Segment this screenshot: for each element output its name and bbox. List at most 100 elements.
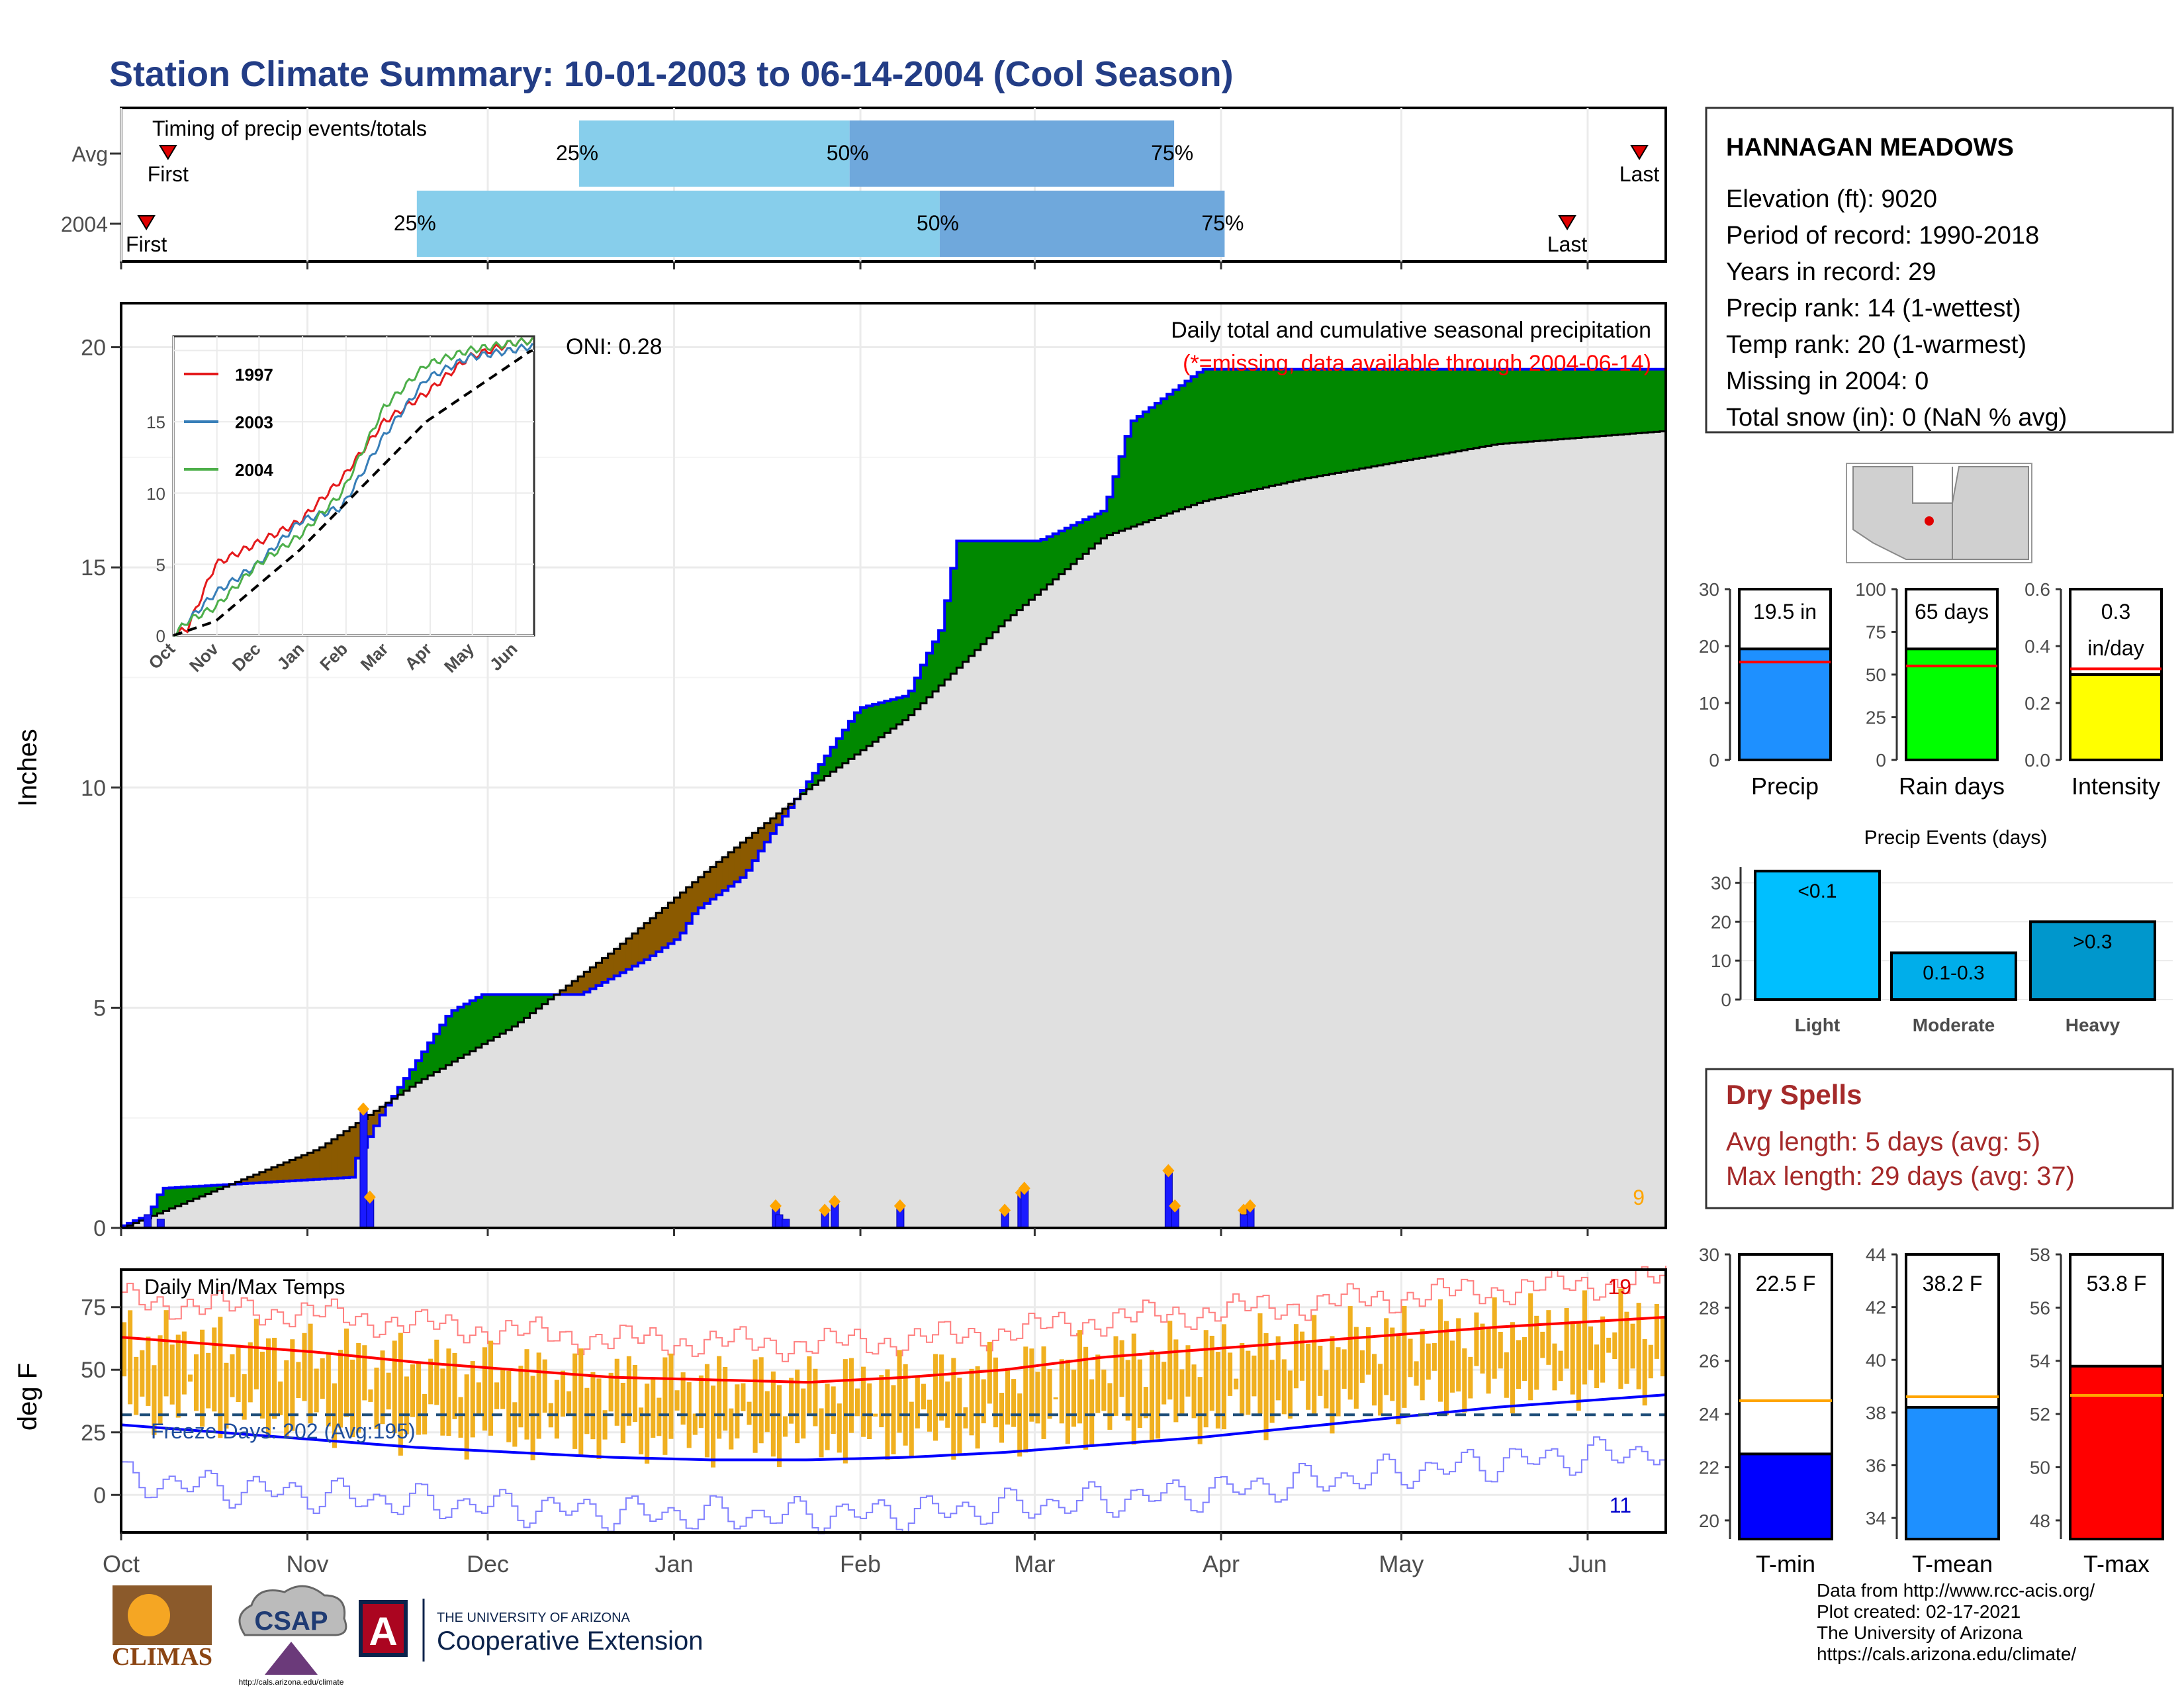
csap-logo-url: http://cals.arizona.edu/climate <box>239 1677 344 1687</box>
temp-summary-tick-label: 52 <box>2030 1404 2050 1425</box>
summary-bar-0 <box>1738 647 1832 761</box>
daily-temp-bar <box>1534 1315 1539 1390</box>
daily-temp-bar <box>1251 1355 1257 1397</box>
below-normal-segment <box>776 813 783 825</box>
temp-summary-tick-label: 22 <box>1699 1457 1719 1477</box>
above-normal-segment <box>1287 369 1294 483</box>
below-normal-segment <box>596 962 603 986</box>
above-normal-segment <box>1347 369 1354 471</box>
daily-temp-bar <box>1221 1324 1227 1430</box>
daily-temp-bar <box>1113 1336 1118 1416</box>
above-normal-segment <box>1089 516 1096 549</box>
above-normal-segment <box>181 1187 188 1204</box>
above-normal-segment <box>998 541 1005 627</box>
summary-value-label: 65 days <box>1915 600 1989 624</box>
daily-temp-bar <box>1654 1303 1659 1359</box>
timing-row-label: Avg <box>71 142 108 166</box>
daily-temp-bar <box>873 1413 878 1417</box>
month-tick-label: Feb <box>840 1550 881 1577</box>
timing-p50-label: 50% <box>827 141 869 165</box>
daily-temp-bar <box>1107 1383 1113 1430</box>
above-normal-segment <box>1359 369 1366 469</box>
daily-temp-bar <box>1432 1342 1437 1371</box>
above-normal-segment <box>1281 369 1288 484</box>
daily-temp-bar <box>789 1378 794 1424</box>
above-normal-segment <box>175 1187 182 1207</box>
above-normal-segment <box>1076 522 1083 559</box>
daily-temp-bar <box>711 1385 716 1468</box>
daily-temp-bar <box>482 1347 487 1431</box>
daily-temp-bar <box>314 1368 319 1413</box>
daily-temp-bar <box>596 1378 602 1460</box>
above-normal-segment <box>824 755 831 776</box>
daily-temp-bar <box>1318 1345 1323 1396</box>
missing-data-note: (*=missing, data available through 2004-… <box>1183 351 1651 376</box>
summary-value-label: 0.3 <box>2101 600 2130 624</box>
temp-summary-tick-label: 26 <box>1699 1351 1719 1372</box>
daily-temp-bar <box>735 1384 740 1438</box>
station-location-dot <box>1925 516 1934 526</box>
below-normal-segment <box>241 1179 248 1184</box>
daily-temp-bar <box>645 1383 650 1464</box>
daily-temp-bar <box>542 1359 547 1413</box>
inset-y-tick-label: 5 <box>156 555 165 575</box>
daily-temp-bar <box>921 1383 926 1410</box>
daily-temp-bar <box>122 1322 127 1377</box>
below-normal-segment <box>710 867 717 900</box>
daily-temp-bar <box>819 1408 824 1458</box>
temp-summary-tick-label: 58 <box>2030 1244 2050 1265</box>
daily-temp-bar <box>608 1372 614 1412</box>
above-normal-segment <box>163 1188 170 1211</box>
above-normal-segment <box>842 729 849 763</box>
daily-temp-bar <box>1191 1364 1197 1419</box>
below-normal-segment <box>301 1155 308 1180</box>
above-normal-segment <box>1539 369 1547 441</box>
daily-temp-bar <box>723 1367 728 1431</box>
event-bar-text: <0.1 <box>1797 880 1837 902</box>
below-normal-segment <box>295 1157 302 1181</box>
above-normal-segment <box>1275 369 1282 485</box>
daily-temp-bar <box>747 1401 752 1425</box>
daily-temp-bar <box>1371 1354 1377 1406</box>
events-tick-label: 0 <box>1721 990 1731 1010</box>
footer-line: Data from http://www.rcc-acis.org/ <box>1817 1580 2095 1601</box>
heavy-event-marker <box>1169 1199 1181 1213</box>
above-normal-segment <box>481 994 488 1045</box>
above-normal-segment <box>1401 369 1408 461</box>
daily-temp-bar <box>1179 1369 1185 1415</box>
daily-temp-bar <box>651 1378 656 1438</box>
above-normal-segment <box>1011 541 1017 616</box>
temp-panel-title: Daily Min/Max Temps <box>144 1275 345 1299</box>
daily-temp-bar <box>272 1337 277 1419</box>
above-normal-segment <box>1479 369 1486 447</box>
inset-series-2004 <box>173 336 534 637</box>
temp-summary-tick-label: 42 <box>1866 1297 1886 1318</box>
daily-temp-bar <box>1618 1288 1623 1389</box>
above-normal-segment <box>1522 369 1528 442</box>
daily-temp-bar <box>903 1364 908 1446</box>
above-normal-segment <box>422 1051 428 1080</box>
daily-temp-bar <box>657 1397 662 1436</box>
daily-temp-bar <box>729 1408 734 1450</box>
daily-temp-bar <box>1576 1321 1581 1411</box>
inset-y-tick-label: 10 <box>146 484 165 504</box>
daily-temp-bar <box>128 1310 133 1405</box>
csap-logo-text: CSAP <box>254 1607 328 1636</box>
daily-temp-bar <box>891 1385 896 1454</box>
above-normal-segment <box>1623 369 1631 434</box>
daily-temp-bar <box>1588 1326 1594 1370</box>
above-normal-segment <box>397 1087 404 1095</box>
above-normal-segment <box>1245 369 1252 492</box>
climas-sun <box>128 1594 170 1636</box>
event-bar-light <box>1754 869 1881 1001</box>
above-normal-segment <box>403 1078 410 1091</box>
daily-temp-bar <box>801 1388 806 1439</box>
above-normal-segment <box>950 568 958 674</box>
daily-temp-bar <box>398 1333 403 1456</box>
daily-temp-bar <box>326 1352 331 1427</box>
above-normal-segment <box>1095 514 1102 544</box>
temp-y-tick-label: 50 <box>81 1358 106 1383</box>
below-normal-segment <box>788 804 795 808</box>
daily-temp-bar <box>536 1352 541 1439</box>
station-info-line: Missing in 2004: 0 <box>1726 367 1929 395</box>
